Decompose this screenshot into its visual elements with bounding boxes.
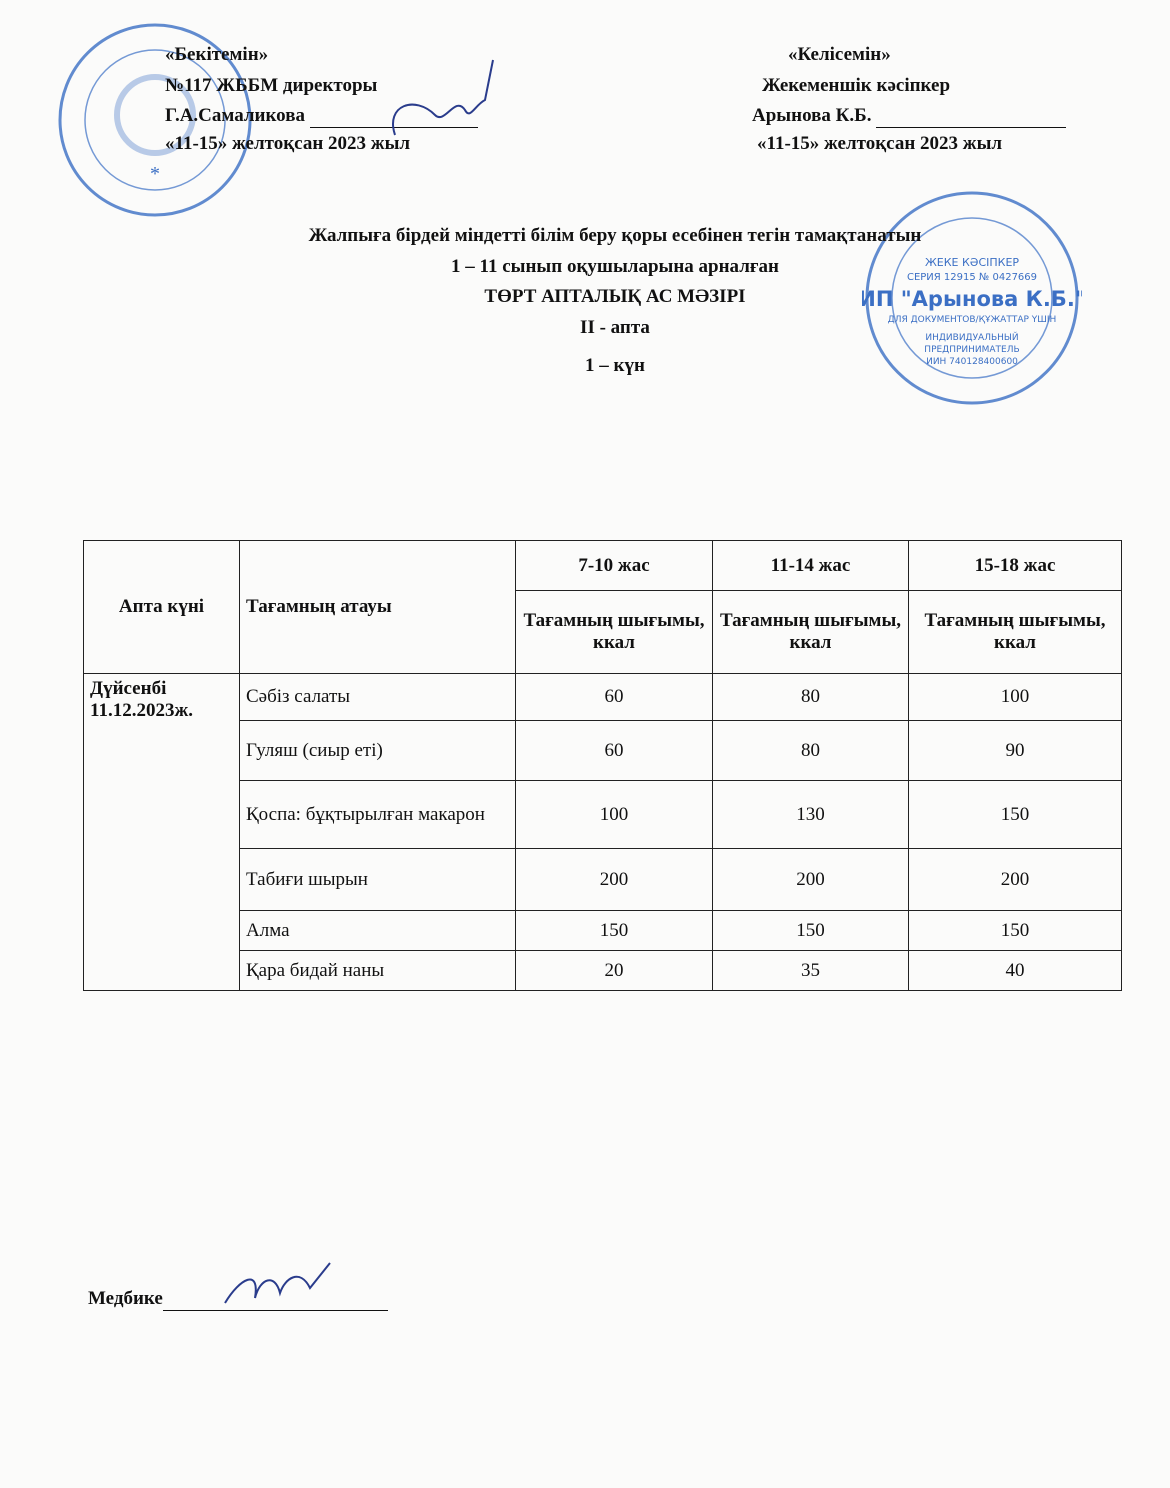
stamp-text: ИИН 740128400600 [926,357,1018,367]
age-header: 11-14 жас [712,540,909,591]
approve-position: №117 ЖББМ директоры [165,75,378,96]
heading-line: 1 – 11 сынып оқушыларына арналған [451,256,779,277]
kcal-value: 150 [908,910,1122,951]
col-day-header: Апта күні [83,540,240,674]
dish-name: Қара бидай наны [239,950,516,991]
kcal-value: 60 [515,720,713,781]
kcal-value: 80 [712,720,909,781]
dish-name: Қоспа: бұқтырылған макарон [239,780,516,849]
stamp-text: ПРЕДПРИНИМАТЕЛЬ [924,345,1019,355]
kcal-value: 100 [515,780,713,849]
agree-name: Арынова К.Б. [752,105,872,126]
week-label: II - апта [580,317,650,338]
entrepreneur-stamp: ЖЕКЕ КӘСІПКЕР СЕРИЯ 12915 № 0427669 ИП "… [862,191,1082,405]
kcal-value: 200 [908,848,1122,911]
yield-header: Тағамның шығымы, ккал [908,590,1122,674]
agree-position: Жекеменшік кәсіпкер [762,75,951,96]
table-row: Алма 150 150 150 [84,910,1122,951]
kcal-value: 200 [515,848,713,911]
table-row: Қара бидай наны 20 35 40 [84,950,1122,991]
signature-line [876,105,1067,128]
stamp-text: ДЛЯ ДОКУМЕНТОВ/ҚҰЖАТТАР ҮШІН [888,315,1057,325]
yield-header: Тағамның шығымы, ккал [712,590,909,674]
kcal-value: 90 [908,720,1122,781]
heading-line: Жалпыға бірдей міндетті білім беру қоры … [308,225,922,246]
kcal-value: 150 [515,910,713,951]
approve-title: «Бекітемін» [165,44,269,65]
day-label: 1 – күн [585,355,645,376]
stamp-text: ИП "Арынова К.Б." [862,287,1082,311]
menu-table: Апта күні Тағамның атауы 7-10 жас 11-14 … [83,540,1122,991]
agree-date: «11-15» желтоқсан 2023 жыл [757,133,1003,154]
kcal-value: 150 [712,910,909,951]
nurse-signature [224,1262,331,1304]
nurse-label: Медбике [88,1288,163,1309]
age-header: 15-18 жас [908,540,1122,591]
age-header: 7-10 жас [515,540,713,591]
kcal-value: 60 [515,673,713,721]
stamp-text: ЖЕКЕ КӘСІПКЕР [925,256,1019,269]
kcal-value: 130 [712,780,909,849]
yield-header: Тағамның шығымы, ккал [515,590,713,674]
kcal-value: 35 [712,950,909,991]
heading-line: ТӨРТ АПТАЛЫҚ АС МӘЗІРІ [484,286,746,307]
dish-name: Алма [239,910,516,951]
stamp-text: ИНДИВИДУАЛЬНЫЙ [925,331,1018,343]
table-row: Гуляш (сиыр еті) 60 80 90 [84,720,1122,781]
stamp-text: СЕРИЯ 12915 № 0427669 [907,272,1037,283]
table-row: Дүйсенбі 11.12.2023ж. Сәбіз салаты 60 80 100 [83,673,1122,991]
director-signature [392,59,494,136]
signature-line [162,1288,388,1311]
kcal-value: 200 [712,848,909,911]
svg-text:*: * [150,163,160,185]
col-name-header: Тағамның атауы [239,540,516,674]
kcal-value: 80 [712,673,909,721]
dish-name: Гуляш (сиыр еті) [239,720,516,781]
approve-date: «11-15» желтоқсан 2023 жыл [165,133,411,154]
table-row: Табиғи шырын 200 200 200 [84,848,1122,911]
kcal-value: 40 [908,950,1122,991]
approve-name: Г.А.Самаликова [165,105,305,126]
agree-title: «Келісемін» [788,44,891,65]
kcal-value: 100 [908,673,1122,721]
day-cell: Дүйсенбі 11.12.2023ж. [83,673,240,991]
school-seal-stamp: * [58,23,252,217]
dish-name: Сәбіз салаты [239,673,516,721]
kcal-value: 150 [908,780,1122,849]
kcal-value: 20 [515,950,713,991]
table-row: Қоспа: бұқтырылған макарон 100 130 150 [84,780,1122,849]
dish-name: Табиғи шырын [239,848,516,911]
